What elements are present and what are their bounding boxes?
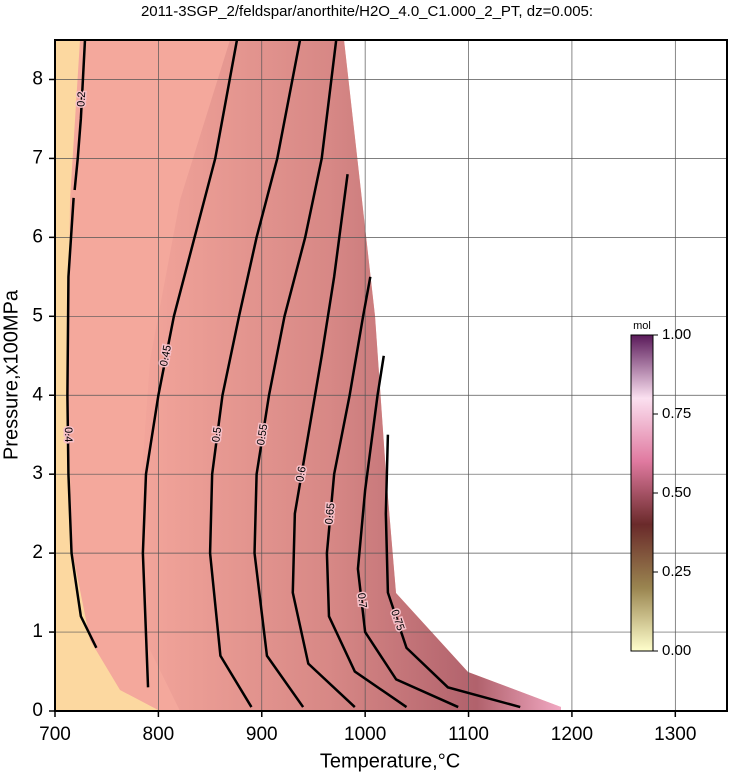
colorbar [630,334,654,652]
contour-line [208,39,302,708]
contour-line [73,39,87,191]
contour-line [291,174,356,708]
chart-title: 2011-3SGP_2/feldspar/anorthite/H2O_4.0_C… [141,3,593,20]
contour-label: 0.5 [210,426,224,443]
colorbar-tick-label: 0.00 [662,642,691,659]
region-fill [55,40,160,711]
x-tick-label: 1100 [448,724,489,745]
y-tick-label: 1 [32,621,43,642]
contour-label: 0.55 [255,423,270,446]
x-tick-label: 800 [143,724,175,745]
plot-frame [54,39,728,712]
x-tick-label: 1200 [551,724,593,745]
x-tick-label: 700 [39,724,71,745]
y-tick-label: 4 [32,384,43,405]
y-tick-label: 8 [32,68,43,89]
x-tick-label: 900 [246,724,278,745]
contour-line [356,355,459,709]
colorbar-tick-label: 0.25 [662,563,691,580]
y-tick-label: 6 [32,226,43,247]
y-axis-label: Pressure,x100MPa [0,289,22,460]
contour-label: 0.2 [75,91,88,107]
x-tick-label: 1000 [344,724,386,745]
y-tick-label: 7 [32,147,43,168]
y-tick-label: 0 [32,700,43,721]
contour-label: 0.45 [158,344,174,367]
contour-line [253,39,338,708]
colorbar-tick-label: 0.50 [662,484,691,501]
y-tick-label: 5 [32,305,43,326]
contour-label: 0.65 [323,502,337,524]
colorbar-tick-label: 1.00 [662,326,691,343]
contour-line [66,197,98,649]
x-tick-label: 1300 [654,724,696,745]
contour-label: 0.4 [62,427,74,442]
region-fill [140,40,561,711]
contour-line [141,39,239,688]
contour-line [325,276,408,709]
colorbar-tick-label: 0.75 [662,405,691,422]
x-axis-label: Temperature,°C [320,750,460,772]
y-tick-label: 2 [32,542,43,563]
colorbar-label: mol [633,320,651,332]
contour-label: 0.7 [355,592,369,609]
contour-line [384,434,521,709]
contour-label: 0.6 [294,466,308,483]
y-tick-label: 3 [32,463,43,484]
